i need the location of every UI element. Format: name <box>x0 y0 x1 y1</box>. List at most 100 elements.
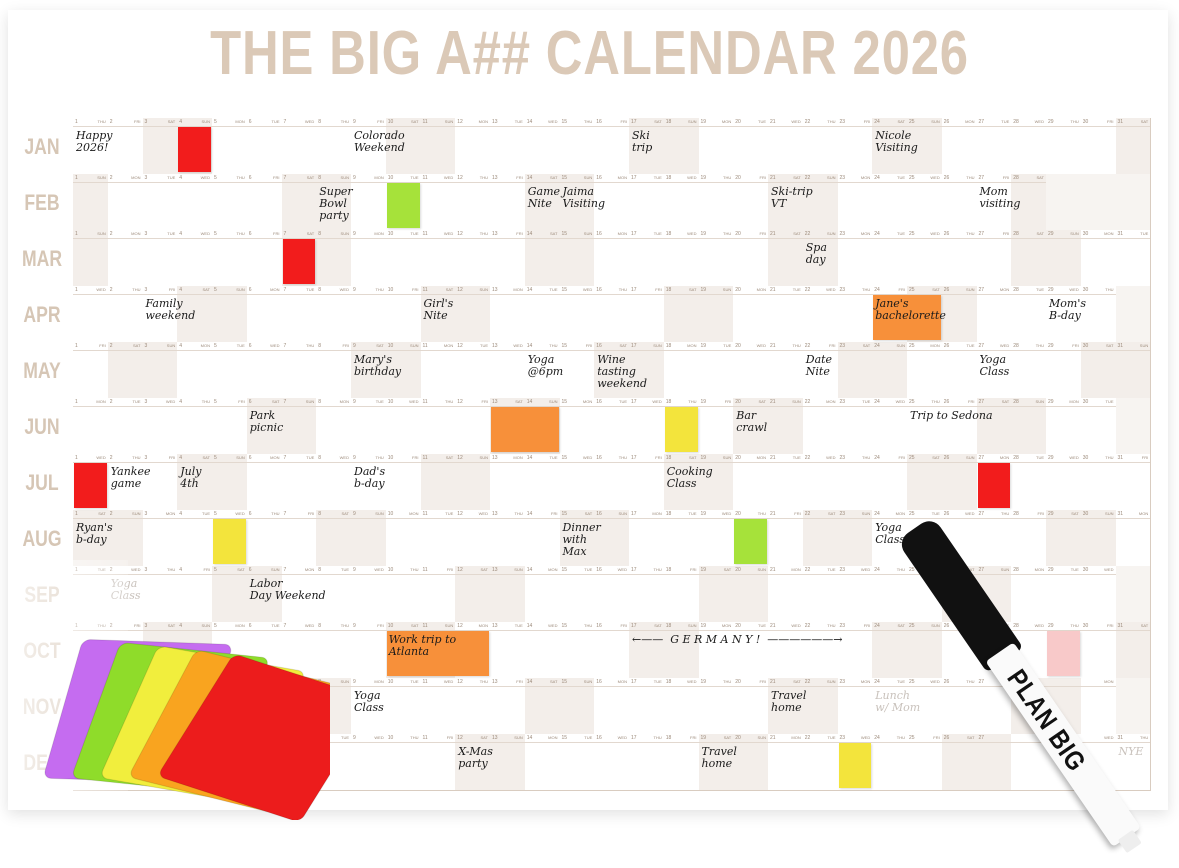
cell-header <box>559 398 595 407</box>
day-number: 17 <box>631 455 637 461</box>
weekday-label: MON <box>721 119 732 124</box>
day-number: 5 <box>214 175 217 181</box>
day-number: 20 <box>735 623 741 629</box>
day-number: 22 <box>804 679 811 685</box>
day-number: 30 <box>1082 119 1089 125</box>
day-cell: 26 SAT <box>941 734 978 791</box>
day-number: 15 <box>561 343 568 349</box>
day-cell: 4 WED <box>177 230 213 287</box>
weekday-label: WED <box>687 231 697 236</box>
cell-header <box>629 118 664 127</box>
day-number: 3 <box>144 175 148 181</box>
day-cell: 27 <box>976 734 1013 791</box>
cell-header <box>490 286 525 295</box>
day-number: 2 <box>109 343 113 349</box>
day-number: 13 <box>492 175 498 181</box>
cell-header <box>281 454 317 463</box>
cell-header <box>420 118 456 127</box>
weekday-label: FRI <box>168 455 176 460</box>
cell-header <box>1011 454 1046 463</box>
day-cell: 11 SUN <box>420 118 457 175</box>
month-label-jan: JAN <box>24 134 60 159</box>
day-cell: 20 SUN <box>733 734 769 791</box>
cell-header <box>941 734 977 743</box>
cell-header <box>385 398 421 407</box>
day-cell: 20 TUE <box>733 118 769 175</box>
cell-header <box>594 398 629 407</box>
weekday-label: SAT <box>1001 399 1010 404</box>
weekday-label: FRI <box>1141 455 1149 460</box>
day-cell: 12 THU <box>455 678 491 735</box>
day-number: 24 <box>874 735 880 741</box>
day-number: 29 <box>1048 231 1054 237</box>
day-number: 11 <box>422 343 428 349</box>
day-cell: 17 WED <box>629 398 665 455</box>
cell-header <box>768 566 803 575</box>
day-number: 20 <box>735 175 741 181</box>
day-number: 22 <box>804 735 811 741</box>
cell-header <box>802 342 838 351</box>
cell-header <box>802 286 838 295</box>
day-cell: 4 TUE <box>177 510 213 567</box>
day-cell: 4 THU <box>177 398 213 455</box>
cell-header <box>142 286 178 295</box>
weekday-label: FRI <box>1107 623 1114 628</box>
day-cell: 14 SAT <box>524 230 561 287</box>
day-cell: 21 SAT <box>768 230 804 287</box>
weekday-label: WED <box>826 287 836 292</box>
day-cell: 18 FRI <box>663 734 700 791</box>
day-number: 18 <box>665 511 672 517</box>
day-number: 28 <box>1013 343 1019 349</box>
cell-header <box>316 566 351 575</box>
day-cell: 17 SAT <box>629 118 665 175</box>
cell-header <box>837 454 873 463</box>
cell-header <box>1011 622 1046 631</box>
calendar-title: THE BIG A## CALENDAR 2026 <box>210 19 969 88</box>
day-number: 30 <box>1082 623 1089 629</box>
weekday-label: SAT <box>723 735 732 740</box>
day-cell: 22 THU <box>802 622 839 679</box>
cell-header <box>524 454 560 463</box>
day-cell: 17 TUE <box>629 678 665 735</box>
cell-header <box>246 622 282 631</box>
day-number: 3 <box>144 231 148 237</box>
cell-header <box>524 678 560 687</box>
day-cell: 14 SAT <box>524 174 561 231</box>
handwritten-note: Dad's b-day <box>354 465 386 490</box>
cell-header <box>629 286 664 295</box>
weekday-label: SAT <box>1140 623 1149 628</box>
cell-header <box>1011 286 1046 295</box>
day-number: 5 <box>214 119 217 125</box>
cell-header <box>316 398 351 407</box>
cell-header <box>802 230 838 239</box>
sticky-note-red <box>977 463 1011 508</box>
day-number: 19 <box>700 679 707 685</box>
day-cell: 20 FRI <box>733 174 769 231</box>
cell-header <box>837 510 873 519</box>
day-cell: 13 TUE <box>490 622 526 679</box>
day-number: 6 <box>248 175 252 181</box>
day-number: 13 <box>492 343 498 349</box>
cell-header <box>212 118 247 127</box>
weekday-label: FRI <box>412 287 419 292</box>
day-cell: 5 THU <box>212 230 248 287</box>
day-number: 26 <box>943 511 950 517</box>
day-cell: 7 FRI <box>281 510 318 567</box>
day-number: 15 <box>561 119 568 125</box>
cell-header <box>663 454 699 463</box>
day-cell: 30 MON <box>1080 230 1117 287</box>
cell-header <box>73 118 108 127</box>
day-cell: 28 SAT <box>1011 230 1047 287</box>
day-cell: 5 TUE <box>212 342 248 399</box>
weekday-label: SAT <box>828 511 836 516</box>
weekday-label: SAT <box>306 231 315 236</box>
day-cell: 23 MON <box>837 174 874 231</box>
month-label-feb: FEB <box>24 190 60 215</box>
day-cell: 6 SAT <box>246 398 283 455</box>
cell-header <box>907 454 942 463</box>
day-cell: 23 FRI <box>837 118 874 175</box>
day-cell: 30 TUE <box>1080 398 1117 455</box>
day-number: 7 <box>283 343 287 349</box>
weekday-label: SAT <box>411 119 419 124</box>
cell-header <box>698 622 734 631</box>
